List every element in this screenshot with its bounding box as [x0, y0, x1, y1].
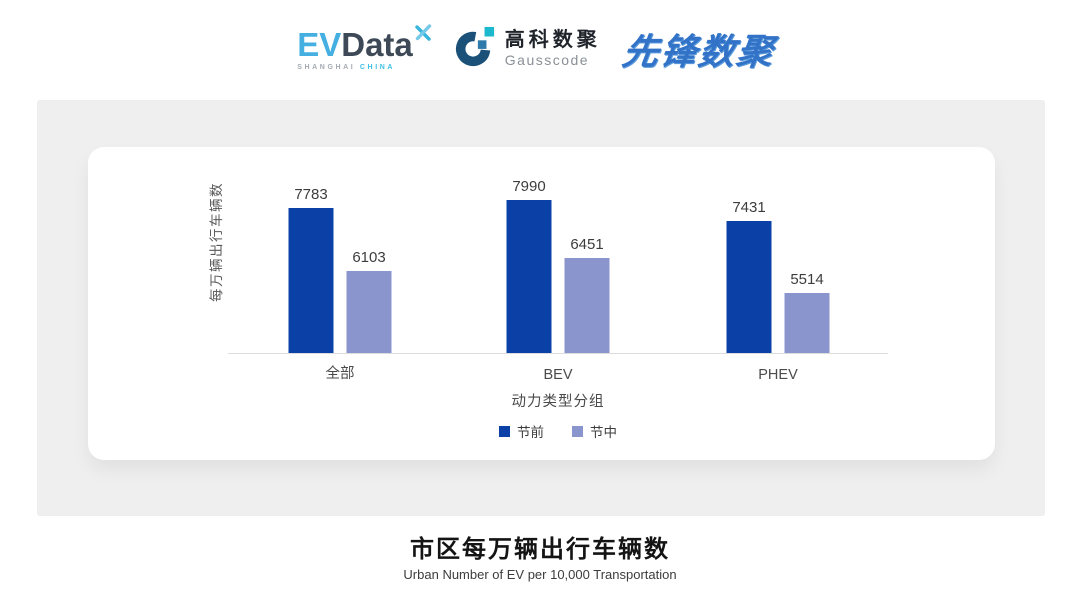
header-logos: EV Data SHANGHAI CHINA: [0, 12, 1080, 86]
bar-rect-series-0: [726, 221, 772, 353]
evdata-wordmark: EV Data: [297, 23, 432, 63]
chart-title: 市区每万辆出行车辆数: [410, 536, 670, 563]
bar-column: 5514: [784, 270, 830, 353]
x-tick-label: 全部: [325, 366, 355, 382]
evdata-ev-text: EV: [297, 25, 342, 63]
bar-value-label: 7431: [732, 199, 766, 217]
bar-value-label: 7990: [512, 178, 546, 196]
evdata-data-text: Data: [341, 25, 413, 63]
bar-value-label: 5514: [790, 270, 824, 288]
bar-rect-series-0: [288, 208, 334, 353]
legend-swatch-icon: [499, 425, 510, 437]
evdata-subtext: SHANGHAI CHINA: [297, 64, 395, 71]
bar-column: 6103: [346, 248, 392, 353]
bar-group: 7431 5514: [726, 199, 830, 353]
chart-card: 每万辆出行车辆数 7783 6103 全部 7990 6451 BEV 7431 5514 PH…: [88, 147, 995, 460]
bar-group: 7990 6451: [506, 178, 610, 353]
bar-value-label: 6103: [352, 248, 386, 266]
bar-rect-series-0: [506, 200, 552, 353]
evdata-logo: EV Data SHANGHAI CHINA: [297, 23, 432, 71]
y-axis-label: 每万辆出行车辆数: [209, 182, 224, 302]
gausscode-logo: 高科数聚 Gausscode: [454, 25, 601, 74]
evdata-shanghai-text: SHANGHAI: [297, 63, 356, 71]
legend-label: 节中: [590, 425, 617, 440]
gausscode-cn-text: 高科数聚: [504, 29, 601, 52]
evdata-china-text: CHINA: [359, 63, 396, 71]
gausscode-g-icon: [454, 25, 496, 74]
legend-item: 节前: [499, 421, 544, 441]
gausscode-en-text: Gausscode: [504, 52, 590, 69]
bar-column: 7990: [506, 178, 552, 353]
bar-group: 7783 6103: [288, 186, 392, 353]
pinwheel-x-icon: [415, 23, 432, 45]
bar-rect-series-1: [784, 292, 830, 353]
x-tick-label: BEV: [543, 367, 573, 383]
bar-value-label: 6451: [570, 235, 604, 253]
x-tick-label: PHEV: [758, 367, 798, 383]
plot-area: 7783 6103 全部 7990 6451 BEV 7431 5514 PHEV: [228, 160, 888, 383]
bar-column: 6451: [564, 235, 610, 353]
bar-column: 7783: [288, 186, 334, 353]
bar-value-label: 7783: [294, 186, 328, 204]
legend-item: 节中: [572, 421, 617, 441]
bar-rect-series-1: [564, 257, 610, 353]
pioneer-logo: 先锋数聚: [619, 31, 778, 72]
bar-rect-series-1: [346, 270, 392, 353]
x-axis-label: 动力类型分组: [511, 394, 605, 410]
legend-label: 节前: [517, 425, 544, 440]
legend-swatch-icon: [572, 425, 583, 437]
chart-subtitle: Urban Number of EV per 10,000 Transporta…: [403, 567, 677, 582]
gausscode-wordmark: 高科数聚 Gausscode: [505, 29, 601, 68]
legend: 节前 节中: [499, 421, 617, 441]
bar-column: 7431: [726, 199, 772, 353]
